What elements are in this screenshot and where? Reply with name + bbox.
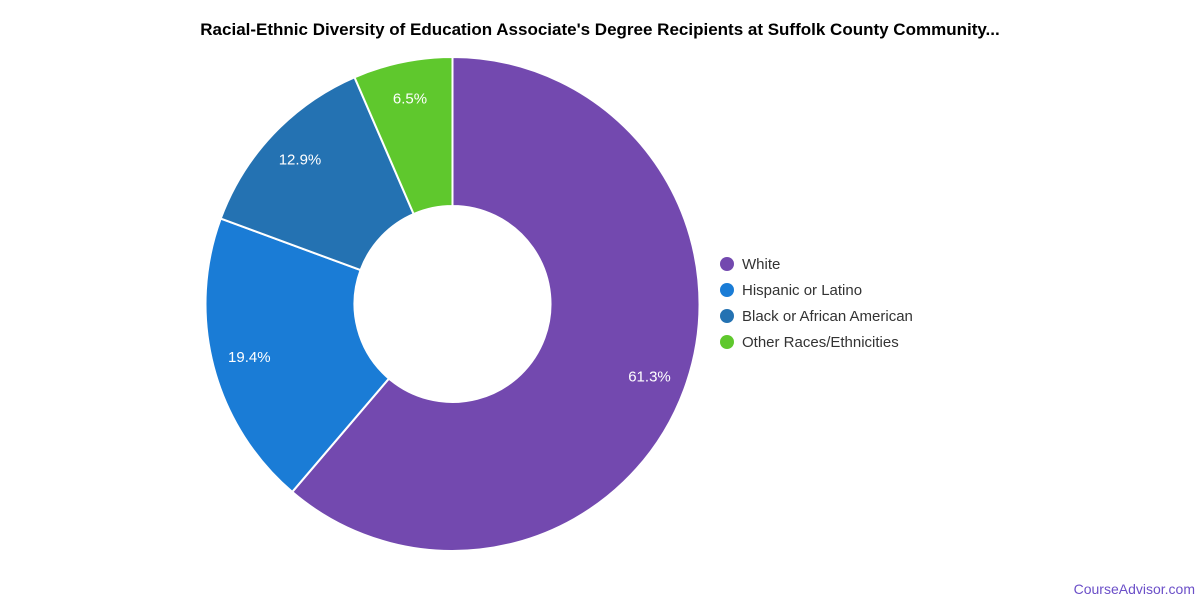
pie-slice-black-or-african-american[interactable] [219, 76, 415, 272]
slice-label-other-races-ethnicities: 6.5% [393, 90, 427, 107]
slice-label-hispanic-or-latino: 19.4% [228, 349, 271, 366]
chart-title: Racial-Ethnic Diversity of Education Ass… [200, 20, 1000, 39]
legend-item-white: White [720, 251, 913, 277]
donut-slice-labels: 61.3% 19.4% 12.9% 6.5% [228, 90, 671, 385]
slice-label-black-or-african-american: 12.9% [279, 152, 322, 169]
legend-label-other-races-ethnicities: Other Races/Ethnicities [742, 333, 899, 351]
legend-swatch-other-races-ethnicities [720, 335, 734, 349]
courseadvisor-link[interactable]: CourseAdvisor.com [1073, 581, 1195, 597]
pie-slice-other-races-ethnicities[interactable] [353, 56, 454, 216]
legend-label-hispanic-or-latino: Hispanic or Latino [742, 281, 863, 299]
legend-label-black-or-african-american: Black or African American [742, 307, 913, 325]
legend-swatch-white [720, 257, 734, 271]
donut-slices [204, 56, 701, 552]
legend-swatch-hispanic-or-latino [720, 283, 734, 297]
legend-swatch-black-or-african-american [720, 309, 734, 323]
pie-slice-white[interactable] [291, 56, 701, 552]
legend-item-black-or-african-american: Black or African American [720, 303, 913, 329]
legend-item-hispanic-or-latino: Hispanic or Latino [720, 277, 913, 303]
legend-item-other-races-ethnicities: Other Races/Ethnicities [720, 329, 913, 355]
slice-label-white: 61.3% [628, 369, 671, 386]
chart-legend: White Hispanic or Latino Black or African … [720, 251, 913, 355]
pie-slice-hispanic-or-latino[interactable] [204, 217, 390, 493]
legend-label-white: White [742, 255, 781, 273]
